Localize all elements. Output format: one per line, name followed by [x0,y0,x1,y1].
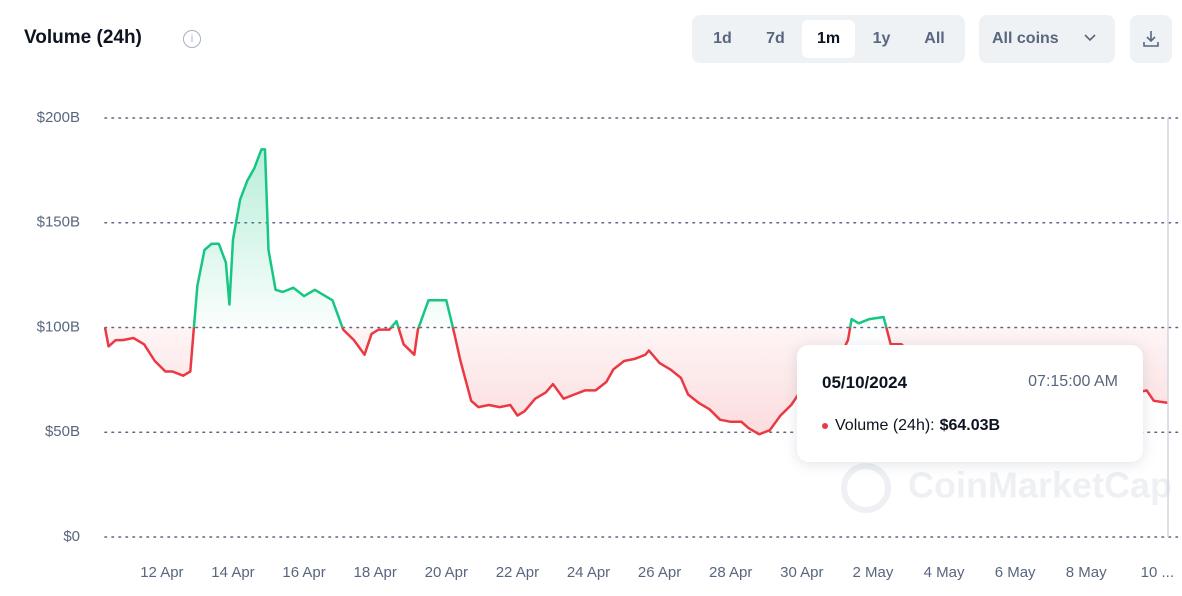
tooltip-value: $64.03B [939,417,1001,434]
y-tick-label: $50B [45,423,80,440]
y-tick-label: $200B [37,109,80,126]
x-tick-label: 14 Apr [211,564,254,581]
y-tick-label: $150B [37,214,80,231]
x-tick-label: 16 Apr [282,564,325,581]
x-tick-label: 8 May [1066,564,1107,581]
chevron [1084,34,1096,42]
range-button[interactable]: 1d [713,30,732,47]
tooltip-time: 07:15:00 AM [1028,373,1118,390]
range-button[interactable]: 1m [802,20,855,58]
x-tick-label: 18 Apr [354,564,397,581]
x-tick-label: 22 Apr [496,564,539,581]
x-tick-label: 28 Apr [709,564,752,581]
x-tick-label: 10 ... [1141,564,1174,581]
x-tick-label: 6 May [995,564,1036,581]
download-icon [1143,31,1159,47]
x-tick-label: 4 May [924,564,965,581]
x-tick-label: 24 Apr [567,564,610,581]
tooltip-date: 05/10/2024 [822,373,908,392]
x-tick-label: 20 Apr [425,564,468,581]
x-tick-label: 2 May [852,564,893,581]
x-tick-label: 30 Apr [780,564,823,581]
y-tick-label: $0 [63,528,80,545]
download-button[interactable] [1130,15,1172,63]
x-tick-label: 26 Apr [638,564,681,581]
watermark: CoinMarketCap [908,465,1172,506]
range-button[interactable]: All [924,30,945,47]
tooltip-label: Volume (24h): [835,417,935,434]
range-selector: 1d 7d 1m 1y All [692,15,965,63]
tooltip: 05/10/2024 07:15:00 AM Volume (24h): $64.… [797,345,1143,462]
coin-filter-label: All coins [992,30,1059,47]
range-button[interactable]: 1y [872,30,891,47]
watermark-logo [841,463,891,513]
info-icon[interactable]: i [183,30,201,48]
coin-filter[interactable]: All coins [979,15,1115,63]
x-tick-label: 12 Apr [140,564,183,581]
range-button[interactable]: 7d [766,30,785,47]
title: Volume (24h) [24,27,142,48]
tooltip-row: Volume (24h): $64.03B [822,417,1000,435]
line [103,148,1169,436]
y-tick-label: $100B [37,318,80,335]
